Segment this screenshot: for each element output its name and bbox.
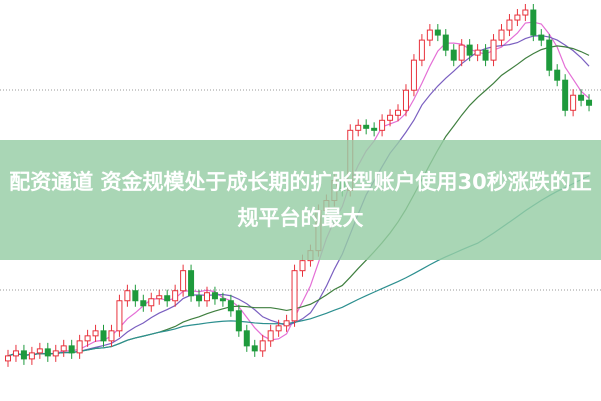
candle-body xyxy=(211,292,218,300)
candle-body xyxy=(363,124,370,129)
candle-body xyxy=(506,19,513,31)
candle-body xyxy=(402,89,409,111)
candle-body xyxy=(299,260,306,272)
candle-body xyxy=(148,298,155,307)
candle-body xyxy=(490,39,497,61)
candle-body xyxy=(379,119,386,131)
grid xyxy=(0,89,601,291)
candle-body xyxy=(530,9,537,36)
candle-body xyxy=(156,295,163,300)
candle-body xyxy=(586,99,593,106)
candle-body xyxy=(76,340,83,354)
candle-body xyxy=(355,124,362,131)
candle-body xyxy=(140,300,147,307)
candle-body xyxy=(196,295,203,302)
candle-body xyxy=(60,345,67,352)
candle-body xyxy=(132,290,139,302)
candle-body xyxy=(188,270,195,297)
candle-body xyxy=(108,330,115,342)
candle-body xyxy=(84,335,91,342)
candle-body xyxy=(68,345,75,354)
candle-body xyxy=(28,352,35,360)
candle-body xyxy=(562,79,569,111)
candle-body xyxy=(434,29,441,36)
candle-body xyxy=(418,39,425,61)
candle-body xyxy=(44,348,51,357)
banner-title: 配资通道 资金规模处于成长期的扩张型账户使用30秒涨跌的正规平台的最大 xyxy=(9,170,592,230)
candle-body xyxy=(538,34,545,41)
candle-body xyxy=(172,290,179,302)
candle-body xyxy=(410,59,417,91)
candle-body xyxy=(474,49,481,56)
candle-body xyxy=(458,44,465,61)
candle-body xyxy=(36,348,43,354)
candles xyxy=(5,4,593,367)
candle-body xyxy=(219,298,226,302)
candle-body xyxy=(275,325,282,332)
candle-body xyxy=(12,350,19,357)
candle-body xyxy=(514,14,521,21)
candle-body xyxy=(203,292,210,302)
candle-body xyxy=(426,29,433,41)
candle-body xyxy=(482,49,489,61)
candle-body xyxy=(387,114,394,121)
candle-body xyxy=(243,330,250,347)
candle-body xyxy=(450,49,457,61)
candle-body xyxy=(267,330,274,342)
candle-body xyxy=(522,9,529,16)
candle-body xyxy=(570,94,577,111)
candle-body xyxy=(251,345,258,352)
candle-body xyxy=(227,300,234,312)
candle-body xyxy=(235,310,242,332)
candle-body xyxy=(5,355,11,362)
candle-body xyxy=(124,290,131,302)
candle-body xyxy=(371,127,378,131)
title-banner: 配资通道 资金规模处于成长期的扩张型账户使用30秒涨跌的正规平台的最大 xyxy=(0,140,601,260)
candle-body xyxy=(20,350,27,360)
candle-body xyxy=(554,69,561,81)
candle-body xyxy=(578,94,585,101)
candle-body xyxy=(52,350,59,357)
candle-body xyxy=(164,295,171,302)
candle-body xyxy=(466,44,473,56)
candle-body xyxy=(442,34,449,51)
candle-body xyxy=(92,330,99,337)
candle-body xyxy=(283,320,290,327)
candle-body xyxy=(546,39,553,71)
candle-body xyxy=(180,270,187,292)
candle-body xyxy=(100,330,107,342)
candle-body xyxy=(116,300,123,332)
candle-body xyxy=(395,109,402,116)
candle-body xyxy=(498,29,505,41)
candle-body xyxy=(259,340,266,352)
candle-body xyxy=(291,270,298,322)
